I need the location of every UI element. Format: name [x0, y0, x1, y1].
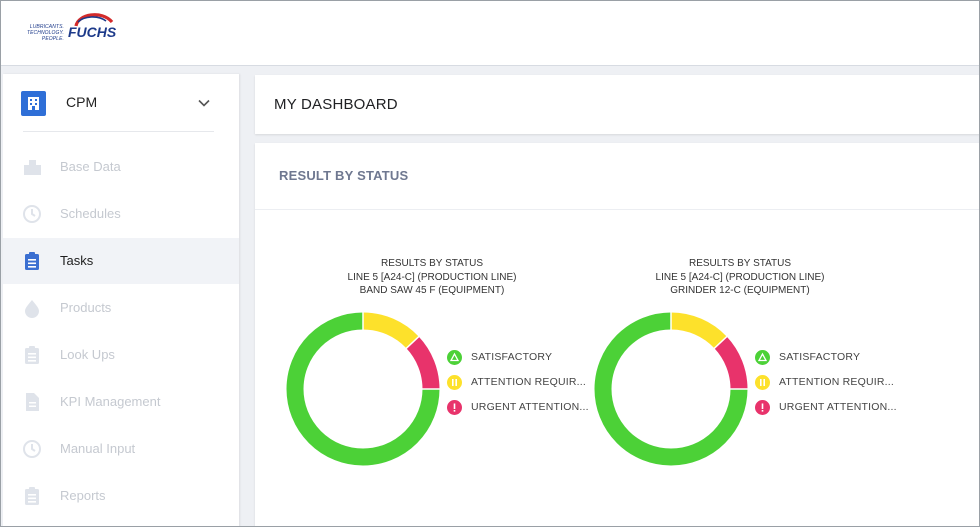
triangle-icon	[447, 350, 462, 365]
app-selector[interactable]: CPM	[3, 74, 239, 132]
status-chart: RESULTS BY STATUS LINE 5 [A24-C] (PRODUC…	[565, 257, 905, 507]
status-chart: RESULTS BY STATUS LINE 5 [A24-C] (PRODUC…	[257, 257, 597, 507]
pause-icon	[755, 375, 770, 390]
slice-attention[interactable]	[670, 312, 727, 349]
sidebar-item-label: Look Ups	[60, 347, 115, 362]
sidebar-item-label: Products	[60, 300, 112, 315]
sidebar-item-label: Reports	[60, 488, 106, 503]
sidebar: CPM Base Data Schedules Tasks	[3, 74, 239, 527]
chevron-down-icon[interactable]	[197, 96, 211, 110]
clipboard-icon	[25, 252, 39, 270]
slice-urgent[interactable]	[714, 336, 748, 390]
slice-separator	[713, 335, 729, 350]
clipboard-icon	[25, 487, 39, 505]
sidebar-item-label: KPI Management	[60, 394, 161, 409]
app-label: CPM	[66, 94, 98, 110]
sidebar-item-base-data[interactable]: Base Data	[3, 144, 239, 190]
clock-icon	[23, 440, 41, 458]
legend-label: URGENT ATTENTION...	[471, 401, 589, 413]
sidebar-item-label: Schedules	[60, 206, 121, 221]
sidebar-item-reports[interactable]: Reports	[3, 473, 239, 519]
top-bar: LUBRICANTS. TECHNOLOGY. PEOPLE. FUCHS	[0, 0, 980, 66]
sidebar-item-look-ups[interactable]: Look Ups	[3, 332, 239, 378]
building-icon	[21, 91, 46, 116]
legend-item-attention[interactable]: ATTENTION REQUIR...	[755, 375, 905, 400]
legend-label: SATISFACTORY	[779, 351, 861, 363]
legend-item-urgent[interactable]: URGENT ATTENTION...	[447, 400, 597, 425]
section-divider	[255, 209, 980, 210]
dashboard-header: MY DASHBOARD	[255, 75, 980, 134]
sidebar-item-schedules[interactable]: Schedules	[3, 191, 239, 237]
sidebar-divider	[23, 131, 214, 132]
chart-title: RESULTS BY STATUS	[688, 258, 792, 269]
pause-icon	[447, 375, 462, 390]
page-title: MY DASHBOARD	[274, 96, 398, 113]
slice-satisfactory[interactable]	[286, 312, 440, 466]
legend-label: SATISFACTORY	[471, 351, 553, 363]
chart-subtitle-line: LINE 5 [A24-C] (PRODUCTION LINE)	[347, 271, 517, 283]
donut-chart[interactable]	[285, 311, 441, 467]
chart-heading: RESULTS BY STATUS LINE 5 [A24-C] (PRODUC…	[257, 257, 607, 298]
legend-item-satisfactory[interactable]: SATISFACTORY	[447, 350, 597, 375]
chart-legend: SATISFACTORY ATTENTION REQUIR... URGENT …	[755, 350, 905, 425]
logo-tagline-line: LUBRICANTS.	[29, 24, 64, 30]
fuchs-logo[interactable]: LUBRICANTS. TECHNOLOGY. PEOPLE. FUCHS	[26, 12, 122, 52]
sidebar-item-kpi-management[interactable]: KPI Management	[3, 379, 239, 425]
legend-label: ATTENTION REQUIR...	[471, 376, 587, 388]
sidebar-item-label: Manual Input	[60, 441, 136, 456]
legend-item-urgent[interactable]: URGENT ATTENTION...	[755, 400, 905, 425]
logo-tagline-line: TECHNOLOGY.	[26, 30, 64, 36]
chart-legend: SATISFACTORY ATTENTION REQUIR... URGENT …	[447, 350, 597, 425]
slice-attention[interactable]	[362, 312, 419, 349]
sidebar-item-manual-input[interactable]: Manual Input	[3, 426, 239, 472]
legend-label: ATTENTION REQUIR...	[779, 376, 895, 388]
logo-tagline: LUBRICANTS. TECHNOLOGY. PEOPLE.	[26, 24, 64, 42]
chart-subtitle-line: LINE 5 [A24-C] (PRODUCTION LINE)	[655, 271, 825, 283]
drop-icon	[25, 300, 39, 318]
sidebar-item-label: Tasks	[60, 253, 94, 268]
document-icon	[26, 393, 39, 411]
legend-item-satisfactory[interactable]: SATISFACTORY	[755, 350, 905, 375]
result-by-status-card: RESULT BY STATUS RESULTS BY STATUS LINE …	[255, 143, 980, 527]
exclamation-icon	[447, 400, 462, 415]
chart-subtitle-line: GRINDER 12-C (EQUIPMENT)	[670, 285, 810, 296]
chart-heading: RESULTS BY STATUS LINE 5 [A24-C] (PRODUC…	[565, 257, 915, 298]
section-title: RESULT BY STATUS	[279, 168, 409, 183]
chart-subtitle-line: BAND SAW 45 F (EQUIPMENT)	[359, 285, 505, 296]
slice-satisfactory[interactable]	[594, 312, 748, 466]
donut-chart[interactable]	[593, 311, 749, 467]
slice-urgent[interactable]	[406, 336, 440, 390]
sidebar-item-tasks[interactable]: Tasks	[3, 238, 239, 284]
logo-tagline-line: PEOPLE.	[41, 36, 64, 42]
exclamation-icon	[755, 400, 770, 415]
slice-separator	[405, 335, 421, 350]
logo-brand-text: FUCHS	[68, 24, 117, 40]
clipboard-icon	[25, 346, 39, 364]
fuchs-logo-mark: FUCHS	[68, 13, 117, 40]
sidebar-item-label: Base Data	[60, 159, 121, 174]
city-icon	[24, 160, 41, 175]
sidebar-item-products[interactable]: Products	[3, 285, 239, 331]
clock-icon	[23, 205, 41, 223]
legend-label: URGENT ATTENTION...	[779, 401, 897, 413]
chart-title: RESULTS BY STATUS	[380, 258, 484, 269]
triangle-icon	[755, 350, 770, 365]
legend-item-attention[interactable]: ATTENTION REQUIR...	[447, 375, 597, 400]
